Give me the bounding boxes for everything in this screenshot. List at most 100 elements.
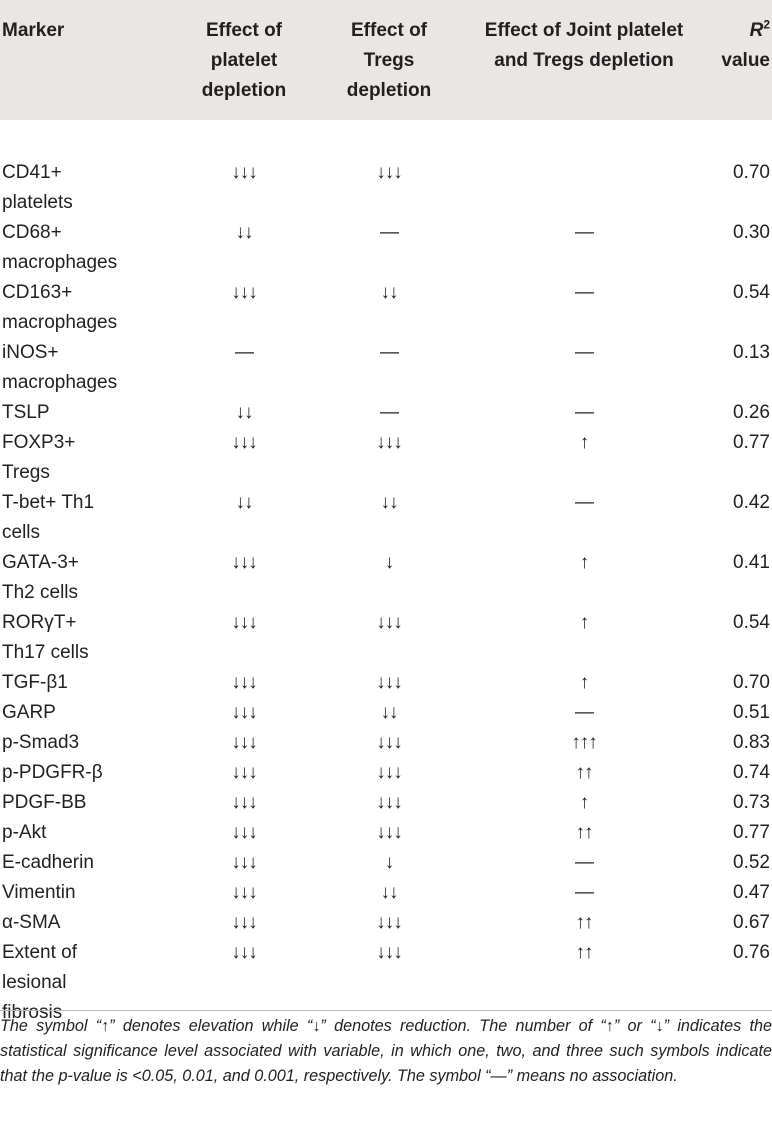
r2-value-cell: 0.54 (733, 612, 770, 633)
marker-label-line: Vimentin (2, 882, 76, 903)
marker-label-line: FOXP3+ (2, 432, 76, 453)
table-header: Marker Effect of platelet depletion Effect… (0, 0, 772, 120)
marker-label-line: p-Akt (2, 822, 47, 843)
table-row: FOXP3+ Tregs ↓↓↓ ↓↓↓ ↑ 0.77 (0, 428, 772, 488)
header-row: Marker Effect of platelet depletion Effect… (0, 0, 772, 120)
platelet-effect-cell: ↓↓↓ (231, 702, 258, 723)
marker-label-line: Extent of (2, 942, 77, 963)
r2-value-cell: 0.73 (733, 792, 770, 813)
joint-effect-cell: ↑↑ (575, 762, 594, 783)
marker-label-line: CD41+ (2, 162, 62, 183)
marker-label-line: RORγT+ (2, 612, 77, 633)
marker-label-line: iNOS+ (2, 342, 59, 363)
joint-effect-cell: ↑ (579, 672, 590, 693)
platelet-effect-cell: ↓↓↓ (231, 912, 258, 933)
table-row: CD41+ platelets ↓↓↓ ↓↓↓ 0.70 (0, 120, 772, 218)
platelet-effect-cell: ↓↓↓ (231, 672, 258, 693)
joint-effect-cell: ↑↑ (575, 912, 594, 933)
marker-cell: PDGF-BB (0, 788, 174, 818)
joint-effect-cell: — (575, 222, 594, 243)
joint-effect-cell: ↑ (579, 612, 590, 633)
marker-cell: GARP (0, 698, 174, 728)
marker-cell: RORγT+ Th17 cells (0, 608, 174, 668)
r2-value-cell: 0.54 (733, 282, 770, 303)
marker-label-line: E-cadherin (2, 852, 94, 873)
marker-cell: p-PDGFR-β (0, 758, 174, 788)
platelet-effect-cell: ↓↓↓ (231, 822, 258, 843)
r2-value-cell: 0.77 (733, 432, 770, 453)
tregs-effect-cell: ↓↓ (380, 702, 399, 723)
tregs-effect-cell: — (380, 402, 399, 423)
tregs-effect-cell: ↓↓↓ (376, 912, 403, 933)
r2-value-cell: 0.83 (733, 732, 770, 753)
table-row: CD163+ macrophages ↓↓↓ ↓↓ —0.54 (0, 278, 772, 338)
table-row: GATA-3+ Th2 cells ↓↓↓ ↓ ↑ 0.41 (0, 548, 772, 608)
platelet-effect-cell: ↓↓↓ (231, 282, 258, 303)
r2-value-cell: 0.67 (733, 912, 770, 933)
tregs-effect-cell: ↓↓↓ (376, 732, 403, 753)
r2-value-cell: 0.74 (733, 762, 770, 783)
r2-value-cell: 0.41 (733, 552, 770, 573)
table-row: α-SMA ↓↓↓ ↓↓↓ ↑↑ 0.67 (0, 908, 772, 938)
marker-label-line: Th2 cells (2, 582, 79, 603)
marker-cell: CD68+ macrophages (0, 218, 174, 278)
marker-label-line: macrophages (2, 312, 118, 333)
marker-label-line: cells (2, 522, 41, 543)
marker-label-line: platelets (2, 192, 73, 213)
table-row: RORγT+ Th17 cells ↓↓↓ ↓↓↓ ↑ 0.54 (0, 608, 772, 668)
marker-label-line: TSLP (2, 402, 50, 423)
table-row: iNOS+ macrophages — — — 0.13 (0, 338, 772, 398)
marker-label-line: macrophages (2, 252, 118, 273)
platelet-effect-cell: ↓↓↓ (231, 552, 258, 573)
marker-label-line: Th17 cells (2, 642, 89, 663)
marker-cell: CD41+ platelets (0, 120, 174, 218)
tregs-effect-cell: ↓↓↓ (376, 792, 403, 813)
marker-label-line: PDGF-BB (2, 792, 87, 813)
marker-cell: E-cadherin (0, 848, 174, 878)
header-r2-value: R2 value (704, 0, 772, 120)
platelet-effect-cell: ↓↓ (235, 222, 254, 243)
marker-label-line: fibrosis (2, 1002, 63, 1023)
table-row: p-Smad3 ↓↓↓ ↓↓↓ ↑↑↑ 0.83 (0, 728, 772, 758)
tregs-effect-cell: ↓↓↓ (376, 822, 403, 843)
platelet-effect-cell: ↓↓↓ (231, 612, 258, 633)
r2-value-cell: 0.30 (733, 222, 770, 243)
marker-label-line: macrophages (2, 372, 118, 393)
footnote-divider (0, 1010, 772, 1011)
marker-cell: TSLP (0, 398, 174, 428)
marker-label-line: TGF-β1 (2, 672, 68, 693)
marker-cell: CD163+ macrophages (0, 278, 174, 338)
header-marker: Marker (0, 0, 174, 120)
joint-effect-cell: — (575, 282, 594, 303)
platelet-effect-cell: ↓↓↓ (231, 882, 258, 903)
marker-label-line: GATA-3+ (2, 552, 79, 573)
marker-cell: p-Smad3 (0, 728, 174, 758)
marker-label-line: p-PDGFR-β (2, 762, 103, 783)
tregs-effect-cell: ↓↓↓ (376, 762, 403, 783)
header-platelet-effect: Effect of platelet depletion (174, 0, 314, 120)
table-row: TSLP ↓↓ — — 0.26 (0, 398, 772, 428)
r2-value-cell: 0.70 (733, 672, 770, 693)
marker-cell: p-Akt (0, 818, 174, 848)
platelet-effect-cell: — (235, 342, 254, 363)
r2-value-cell: 0.77 (733, 822, 770, 843)
joint-effect-cell: ↑ (579, 552, 590, 573)
marker-effects-table: Marker Effect of platelet depletion Effect… (0, 0, 772, 1028)
r2-value-cell: 0.52 (733, 852, 770, 873)
table-row: p-PDGFR-β ↓↓↓ ↓↓↓ ↑↑ 0.74 (0, 758, 772, 788)
joint-effect-cell: — (575, 702, 594, 723)
table-row: Extent of lesional fibrosis ↓↓↓ ↓↓↓ ↑↑ 0.76 (0, 938, 772, 1028)
platelet-effect-cell: ↓↓↓ (231, 942, 258, 963)
marker-cell: T-bet+ Th1 cells (0, 488, 174, 548)
platelet-effect-cell: ↓↓↓ (231, 162, 258, 183)
marker-label-line: Tregs (2, 462, 50, 483)
joint-effect-cell: — (575, 492, 594, 513)
table-row: PDGF-BB ↓↓↓ ↓↓↓ ↑ 0.73 (0, 788, 772, 818)
marker-label-line: p-Smad3 (2, 732, 80, 753)
header-joint-effect: Effect of Joint platelet and Tregs deplet… (464, 0, 704, 120)
r2-value-cell: 0.70 (733, 162, 770, 183)
marker-label-line: lesional (2, 972, 67, 993)
table-row: E-cadherin ↓↓↓ ↓ —0.52 (0, 848, 772, 878)
table-row: GARP ↓↓↓ ↓↓ —0.51 (0, 698, 772, 728)
